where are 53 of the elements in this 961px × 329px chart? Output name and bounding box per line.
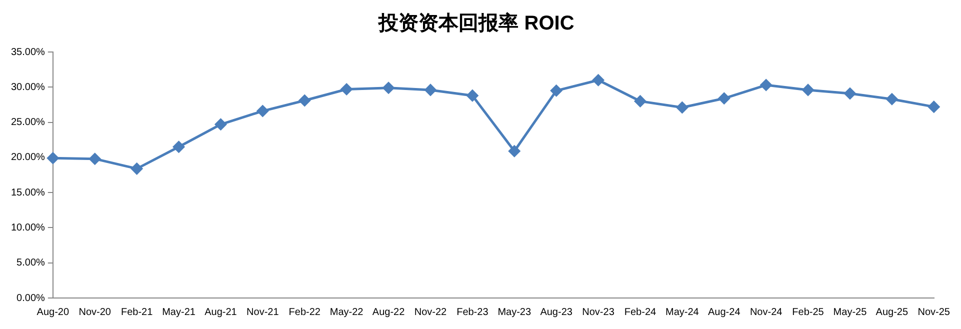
point <box>844 88 856 100</box>
y-tick-label: 25.00% <box>10 117 46 128</box>
x-tick-label: Feb-24 <box>624 306 657 318</box>
x-tick-label: Nov-20 <box>78 306 112 318</box>
y-tick-label: 0.00% <box>16 292 46 304</box>
y-tick-label: 15.00% <box>10 187 46 198</box>
point <box>928 101 940 113</box>
x-tick-label: Aug-24 <box>708 306 741 318</box>
x-tick-label: May-22 <box>330 306 364 318</box>
point <box>592 74 604 86</box>
x-tick-label: Nov-22 <box>414 306 448 318</box>
point <box>676 102 688 114</box>
x-tick-label: May-25 <box>833 306 868 318</box>
point <box>256 105 268 117</box>
point <box>466 90 478 102</box>
x-tick-label: Aug-25 <box>876 306 908 318</box>
point <box>173 141 185 153</box>
chart-title: 投资资本回报率 ROIC <box>378 12 574 35</box>
x-tick-label: Nov-25 <box>918 306 950 318</box>
x-tick-label: Feb-25 <box>792 306 824 318</box>
x-tick-label: May-21 <box>162 306 196 318</box>
point <box>424 84 436 96</box>
x-tick-label: Aug-21 <box>204 306 238 318</box>
point <box>298 94 310 106</box>
y-tick-label: 30.00% <box>10 82 46 93</box>
point <box>718 92 730 104</box>
x-tick-label: Nov-24 <box>750 306 783 318</box>
point <box>47 152 59 164</box>
point <box>886 93 898 105</box>
point <box>131 162 143 174</box>
x-tick-label: Feb-21 <box>120 306 154 318</box>
x-tick-label: Aug-22 <box>372 306 406 318</box>
x-tick-label: Feb-23 <box>456 306 489 318</box>
x-tick-label: Nov-23 <box>582 306 615 318</box>
point <box>550 84 562 96</box>
x-tick-label: May-23 <box>498 306 532 318</box>
point <box>214 118 226 130</box>
point <box>382 82 394 94</box>
y-tick-label: 20.00% <box>10 152 46 164</box>
point <box>802 84 814 96</box>
point <box>634 95 646 107</box>
y-tick-label: 5.00% <box>16 258 46 269</box>
x-tick-label: May-24 <box>666 306 700 318</box>
y-tick-label: 10.00% <box>10 222 46 234</box>
x-tick-label: Aug-20 <box>36 306 70 318</box>
point <box>508 145 520 157</box>
point <box>760 79 772 91</box>
x-tick-label: Aug-23 <box>540 306 573 318</box>
x-tick-label: Nov-21 <box>246 306 280 318</box>
point <box>340 84 352 95</box>
point <box>89 153 101 165</box>
x-tick-label: Feb-22 <box>288 306 321 318</box>
y-tick-label: 35.00% <box>10 46 46 58</box>
